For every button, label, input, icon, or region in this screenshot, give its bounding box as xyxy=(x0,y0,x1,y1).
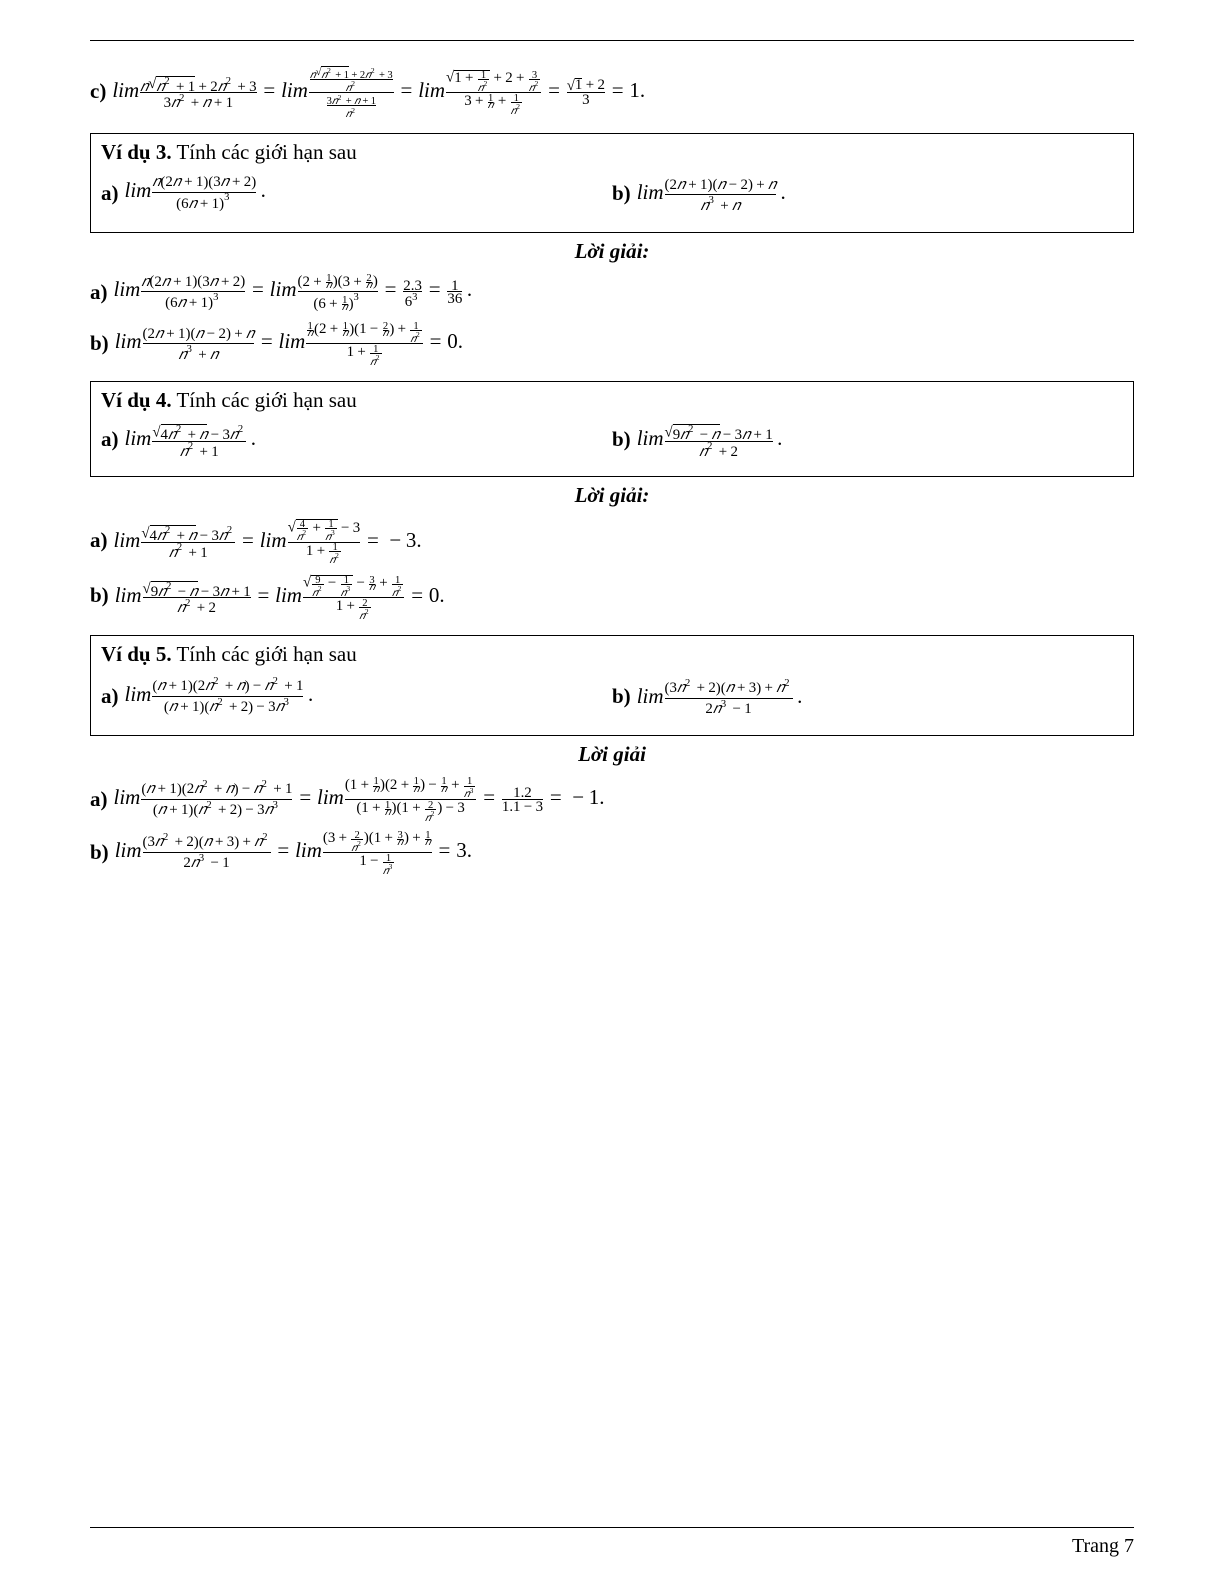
page: c) limnn2+1+2n2+33n2+n+1=limnn2+1+2n2+3n… xyxy=(0,0,1224,1584)
ex3-solution-title: Lời giải: xyxy=(90,239,1134,264)
ex4-a: a) lim4n2+n−3n2n2+1. xyxy=(101,423,612,456)
page-number: Trang 7 xyxy=(1072,1535,1134,1558)
ex4-sol-b: b) lim9n2−n−3n+1n2+2=lim9n2−1n3−3n+1n21+… xyxy=(90,573,1134,618)
ex3-sol-b: b) lim(2n+1)(n−2)+nn3+n=lim1n(2+1n)(1−2n… xyxy=(90,322,1134,365)
example-4-box: Ví dụ 4. Tính các giới hạn sau a) lim4n2… xyxy=(90,381,1134,477)
example-5-title: Ví dụ 5. Tính các giới hạn sau xyxy=(101,642,1123,667)
ex5-solution-title: Lời giải xyxy=(90,742,1134,767)
ex3-a: a) limn(2n+1)(3n+2)(6n+1)3. xyxy=(101,175,612,212)
ex4-solution-title: Lời giải: xyxy=(90,483,1134,508)
ex4-sol-a: a) lim4n2+n−3n2n2+1=lim4n2+1n3−31+1n2=−3… xyxy=(90,518,1134,563)
bottom-rule xyxy=(90,1527,1134,1528)
ex5-sol-b: b) lim(3n2+2)(n+3)+n22n3−1=lim(3+2n2)(1+… xyxy=(90,831,1134,874)
formula-c: limnn2+1+2n2+33n2+n+1=limnn2+1+2n2+3n23n… xyxy=(112,65,645,117)
ex3-sol-a: a) limn(2n+1)(3n+2)(6n+1)3=lim(2+1n)(3+2… xyxy=(90,274,1134,312)
example-3-title: Ví dụ 3. Tính các giới hạn sau xyxy=(101,140,1123,165)
ex5-sol-a: a) lim(n+1)(2n2+n)−n2+1(n+1)(n2+2)−3n3=l… xyxy=(90,777,1134,820)
item-c: c) limnn2+1+2n2+33n2+n+1=limnn2+1+2n2+3n… xyxy=(90,65,1134,117)
example-4-title: Ví dụ 4. Tính các giới hạn sau xyxy=(101,388,1123,413)
ex3-b: b) lim(2n+1)(n−2)+nn3+n. xyxy=(612,175,1123,212)
label-c: c) xyxy=(90,79,106,104)
example-5-box: Ví dụ 5. Tính các giới hạn sau a) lim(n+… xyxy=(90,635,1134,737)
example-3-box: Ví dụ 3. Tính các giới hạn sau a) limn(2… xyxy=(90,133,1134,233)
ex5-a: a) lim(n+1)(2n2+n)−n2+1(n+1)(n2+2)−3n3. xyxy=(101,677,612,716)
ex4-b: b) lim9n2−n−3n+1n2+2. xyxy=(612,423,1123,456)
top-rule xyxy=(90,40,1134,41)
ex5-b: b) lim(3n2+2)(n+3)+n22n3−1. xyxy=(612,677,1123,716)
